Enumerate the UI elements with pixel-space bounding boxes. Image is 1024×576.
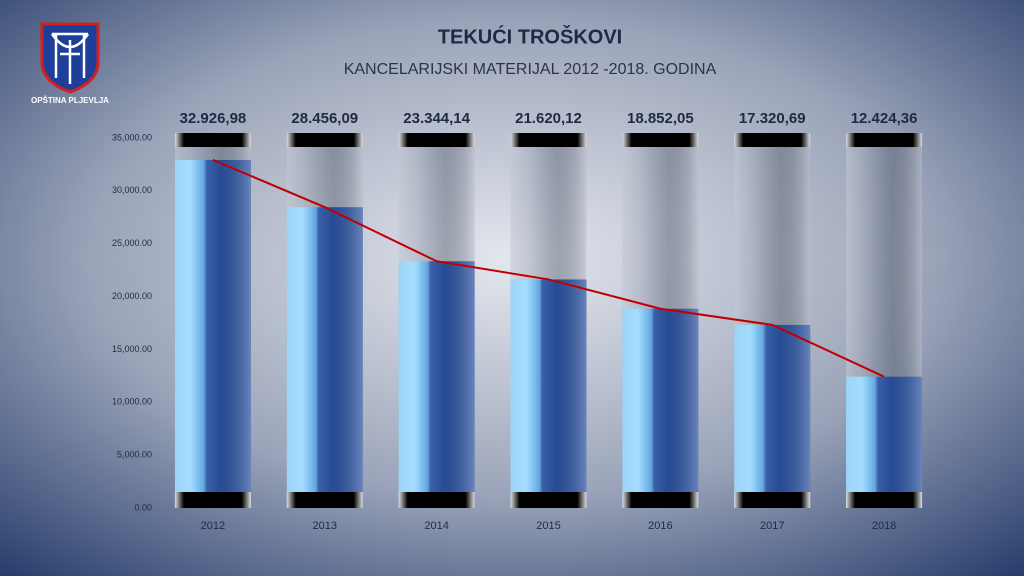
- bar-top-cap: [174, 133, 251, 147]
- bar-bottom-cap: [174, 492, 251, 508]
- bar-bottom-cap: [846, 492, 923, 508]
- value-label: 23.344,14: [403, 110, 470, 127]
- bar-bottom-cap: [398, 492, 475, 508]
- x-tick-label: 2018: [872, 520, 896, 532]
- value-label: 17.320,69: [739, 110, 806, 127]
- chart-subtitle: KANCELARIJSKI MATERIJAL 2012 -2018. GODI…: [344, 61, 717, 78]
- bar-top-cap: [398, 133, 475, 147]
- bar-bottom-cap: [622, 492, 699, 508]
- logo: [40, 22, 100, 94]
- bar-glass: [174, 133, 251, 508]
- bar-top-cap: [622, 133, 699, 147]
- y-tick-label: 10,000.00: [112, 397, 152, 407]
- bar-top-cap: [846, 133, 923, 147]
- bar-bottom-cap: [734, 492, 811, 508]
- value-label: 21.620,12: [515, 110, 582, 127]
- chart-title: TEKUĆI TROŠKOVI: [438, 24, 622, 48]
- bar-bottom-cap: [286, 492, 363, 508]
- bar-glass: [846, 133, 923, 508]
- bar-top-cap: [286, 133, 363, 147]
- value-label: 12.424,36: [851, 110, 918, 127]
- bar-glass: [398, 133, 475, 508]
- y-tick-label: 30,000.00: [112, 185, 152, 195]
- x-tick-label: 2016: [648, 520, 672, 532]
- y-tick-label: 15,000.00: [112, 344, 152, 354]
- trend-line: [212, 158, 885, 378]
- x-tick-label: 2014: [424, 520, 448, 532]
- value-label: 28.456,09: [291, 110, 358, 127]
- bar-bottom-cap: [510, 492, 587, 508]
- value-label: 32.926,98: [180, 110, 247, 127]
- bar-glass: [510, 133, 587, 508]
- logo-text: OPŠTINA PLJEVLJA: [31, 96, 109, 105]
- bar-top-cap: [734, 133, 811, 147]
- y-tick-label: 25,000.00: [112, 238, 152, 248]
- y-tick-label: 5,000.00: [117, 450, 152, 460]
- bar-top-cap: [510, 133, 587, 147]
- y-tick-label: 0.00: [134, 502, 152, 512]
- y-tick-label: 20,000.00: [112, 291, 152, 301]
- value-label: 18.852,05: [627, 110, 694, 127]
- y-tick-label: 35,000.00: [112, 132, 152, 142]
- x-tick-label: 2015: [536, 520, 560, 532]
- x-tick-label: 2013: [313, 520, 337, 532]
- bar-glass: [622, 133, 699, 508]
- x-tick-label: 2017: [760, 520, 784, 532]
- x-tick-label: 2012: [201, 520, 225, 532]
- bar-glass: [286, 133, 363, 508]
